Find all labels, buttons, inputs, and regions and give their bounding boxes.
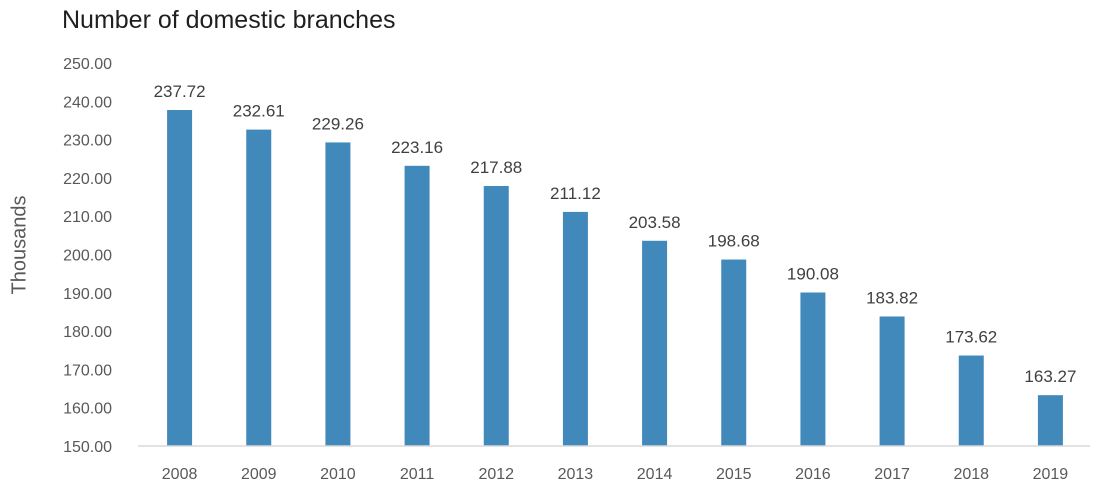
bar-2017 — [879, 316, 905, 446]
x-tick-label: 2010 — [320, 466, 356, 483]
y-tick-label: 170.00 — [63, 362, 112, 379]
x-tick-label: 2018 — [953, 466, 989, 483]
bar-series — [167, 110, 1063, 447]
y-tick-label: 180.00 — [63, 324, 112, 341]
y-tick-label: 160.00 — [63, 401, 112, 418]
y-tick-label: 220.00 — [63, 171, 112, 188]
x-tick-label: 2008 — [162, 466, 198, 483]
y-tick-label: 240.00 — [63, 94, 112, 111]
bar-2015 — [721, 259, 747, 446]
x-tick-label: 2015 — [716, 466, 752, 483]
bar-2016 — [800, 292, 826, 446]
chart-title: Number of domestic branches — [62, 6, 396, 34]
data-label-2019: 163.27 — [1024, 367, 1076, 386]
data-label-2009: 232.61 — [233, 102, 285, 121]
x-tick-label: 2012 — [478, 466, 514, 483]
y-axis-ticks: 150.00 160.00 170.00 180.00 190.00 200.00 210.… — [63, 56, 112, 456]
data-label-2014: 203.58 — [629, 213, 681, 232]
y-tick-label: 250.00 — [63, 56, 112, 73]
data-label-2011: 223.16 — [391, 138, 443, 157]
bar-2018 — [958, 355, 984, 446]
bar-2019 — [1037, 395, 1063, 446]
data-labels: 237.72 232.61 229.26 223.16 217.88 211.12 203.… — [154, 82, 1077, 386]
x-tick-label: 2009 — [241, 466, 277, 483]
x-tick-label: 2017 — [874, 466, 910, 483]
x-tick-label: 2013 — [558, 466, 594, 483]
y-tick-label: 190.00 — [63, 286, 112, 303]
bar-2013 — [562, 211, 588, 446]
y-tick-label: 230.00 — [63, 133, 112, 150]
bar-2010 — [325, 142, 351, 446]
bar-2011 — [404, 165, 430, 447]
data-label-2018: 173.62 — [945, 328, 997, 347]
data-label-2013: 211.12 — [550, 184, 601, 203]
x-tick-label: 2019 — [1033, 466, 1069, 483]
y-tick-label: 150.00 — [63, 439, 112, 456]
x-tick-label: 2016 — [795, 466, 831, 483]
y-tick-label: 200.00 — [63, 248, 112, 265]
bar-2009 — [246, 129, 272, 446]
bar-2012 — [483, 186, 509, 447]
x-tick-label: 2011 — [400, 466, 435, 483]
data-label-2012: 217.88 — [470, 158, 522, 177]
data-label-2010: 229.26 — [312, 114, 364, 133]
y-tick-label: 210.00 — [63, 209, 112, 226]
data-label-2016: 190.08 — [787, 264, 839, 283]
data-label-2015: 198.68 — [708, 232, 760, 251]
bar-2014 — [642, 240, 668, 446]
x-axis-ticks: 2008 2009 2010 2011 2012 2013 2014 2015 2016 2017… — [162, 466, 1069, 483]
data-label-2008: 237.72 — [154, 82, 206, 101]
bar-2008 — [167, 110, 193, 446]
data-label-2017: 183.82 — [866, 288, 918, 307]
x-tick-label: 2014 — [637, 466, 673, 483]
